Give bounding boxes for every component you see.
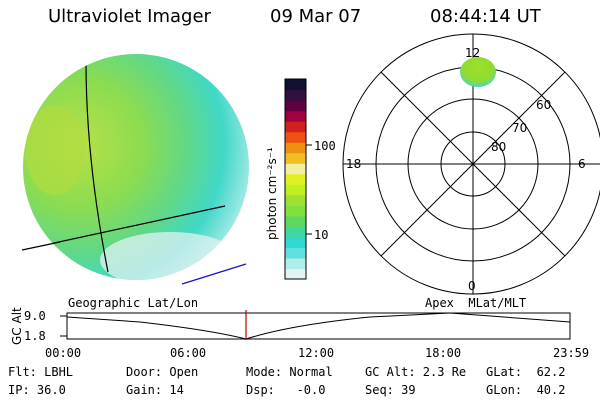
date-label: 09 Mar 07 (270, 6, 362, 27)
door-info: Door: Open (126, 365, 199, 379)
colorbar-tick-100: 100 (314, 139, 336, 153)
colorbar-segment (285, 142, 306, 154)
colorbar-segment (285, 247, 306, 259)
seq-info: Seq: 39 (365, 383, 416, 397)
y-tick-1-8: 1.8 (24, 329, 46, 343)
lat-label-60: 60 (536, 98, 552, 112)
gain-info: Gain: 14 (126, 383, 184, 397)
x-tick-0600: 06:00 (170, 346, 207, 360)
colorbar-segment (285, 152, 306, 164)
x-tick-1200: 12:00 (298, 346, 335, 360)
mlt-label-18: 18 (346, 157, 362, 171)
x-tick-0000: 00:00 (45, 346, 82, 360)
colorbar-segment (285, 131, 306, 143)
colorbar-segment (285, 205, 306, 217)
glon-info: GLon: 40.2 (486, 383, 566, 397)
colorbar (284, 78, 312, 280)
colorbar-segment (285, 215, 306, 227)
geographic-label: Geographic Lat/Lon (68, 296, 199, 310)
time-label: 08:44:14 UT (430, 6, 541, 27)
colorbar-segment (285, 194, 306, 206)
colorbar-segment (285, 268, 306, 280)
lat-label-70: 70 (512, 121, 528, 135)
colorbar-segment (285, 110, 306, 122)
colorbar-segment (285, 226, 306, 238)
colorbar-segment (285, 79, 306, 91)
x-tick-1800: 18:00 (425, 346, 462, 360)
altitude-timeline (60, 310, 571, 340)
uv-earth-image (21, 54, 249, 285)
colorbar-segment (285, 100, 306, 112)
y-tick-9: 9.0 (24, 309, 46, 323)
colorbar-segment (285, 163, 306, 175)
colorbar-segment (285, 121, 306, 133)
filter-info: Flt: LBHL (8, 365, 74, 379)
colorbar-segment (285, 236, 306, 249)
colorbar-unit-label: photon cm⁻²s⁻¹ (265, 147, 279, 240)
colorbar-segment (285, 257, 306, 270)
colorbar-tick-10: 10 (314, 228, 329, 242)
gc-alt-axis-label: GC Alt (10, 307, 24, 345)
apex-label: Apex MLat/MLT (425, 296, 527, 310)
x-tick-2359: 23:59 (553, 346, 590, 360)
mode-info: Mode: Normal (246, 365, 333, 379)
scan-line (181, 263, 247, 285)
mlt-label-6: 6 (578, 157, 586, 171)
mlt-label-12: 12 (465, 46, 481, 60)
glat-info: GLat: 62.2 (486, 365, 566, 379)
mlt-label-0: 0 (468, 279, 476, 293)
colorbar-segment (285, 173, 306, 185)
dsp-info: Dsp: -0.0 (246, 383, 326, 397)
auroral-blob (460, 57, 496, 87)
lat-label-80: 80 (491, 140, 507, 154)
colorbar-segment (285, 89, 306, 101)
instrument-title: Ultraviolet Imager (48, 6, 211, 27)
gc-alt-info: GC Alt: 2.3 Re (365, 365, 467, 379)
meridian-line (85, 61, 109, 273)
ip-info: IP: 36.0 (8, 383, 66, 397)
colorbar-segment (285, 184, 306, 196)
